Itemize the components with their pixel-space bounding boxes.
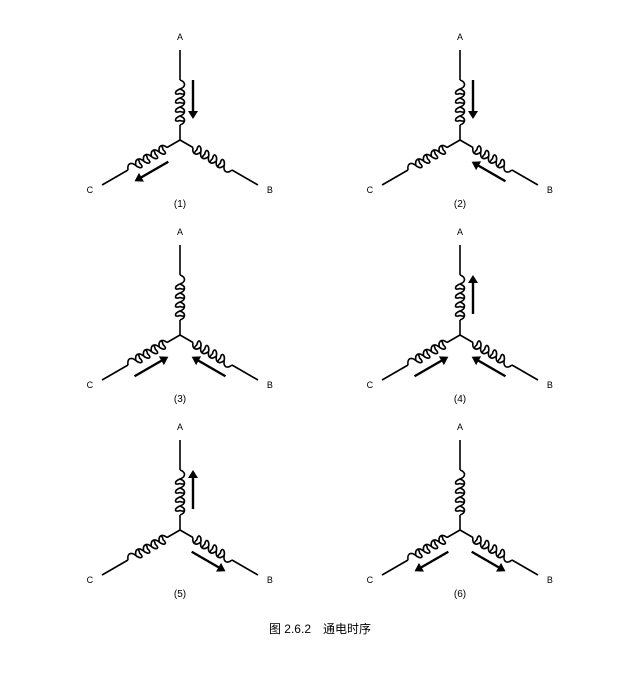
caption-prefix: 图 2.6.2: [269, 622, 311, 636]
terminal-label-a: A: [177, 422, 183, 432]
current-arrow-b-in: [192, 356, 226, 376]
current-arrow-a-out: [468, 275, 478, 314]
terminal-label-c: C: [367, 575, 374, 585]
panel-subcaption: (6): [325, 589, 595, 600]
wye-diagram: A B C: [325, 15, 595, 195]
terminal-label-b: B: [547, 185, 553, 195]
caption-title: 通电时序: [323, 622, 371, 636]
panel-5: A B C (5): [45, 405, 315, 600]
current-arrow-b-in: [472, 356, 506, 376]
current-arrow-b-in: [472, 161, 506, 181]
terminal-label-c: C: [87, 575, 94, 585]
terminal-label-a: A: [177, 227, 183, 237]
current-arrow-b-out: [192, 552, 226, 572]
terminal-label-b: B: [267, 575, 273, 585]
panel-subcaption: (3): [45, 394, 315, 405]
current-arrow-c-in: [135, 356, 169, 376]
panel-grid: A BC (1)A B C(2)AB C (3)A B C (4)A B C(5…: [40, 15, 600, 600]
panel-2: A B C (2): [325, 15, 595, 210]
wye-diagram: A B C: [45, 15, 315, 195]
terminal-label-b: B: [547, 575, 553, 585]
panel-6: A B C (6): [325, 405, 595, 600]
panel-subcaption: (4): [325, 394, 595, 405]
panel-3: A B C (3): [45, 210, 315, 405]
current-arrow-c-out: [415, 552, 449, 572]
current-arrow-a-out: [188, 470, 198, 509]
wye-diagram: A B C: [45, 210, 315, 390]
terminal-label-b: B: [547, 380, 553, 390]
panel-4: A B C (4): [325, 210, 595, 405]
wye-diagram: A B C: [325, 210, 595, 390]
figure-caption: 图 2.6.2 通电时序: [0, 620, 640, 637]
terminal-label-b: B: [267, 185, 273, 195]
panel-subcaption: (5): [45, 589, 315, 600]
wye-diagram: A B C: [325, 405, 595, 585]
current-arrow-b-out: [472, 552, 506, 572]
terminal-label-a: A: [177, 32, 183, 42]
terminal-label-a: A: [457, 422, 463, 432]
panel-1: A B C (1): [45, 15, 315, 210]
terminal-label-b: B: [267, 380, 273, 390]
terminal-label-c: C: [367, 380, 374, 390]
panel-subcaption: (2): [325, 199, 595, 210]
terminal-label-c: C: [87, 185, 94, 195]
current-arrow-c-in: [415, 356, 449, 376]
current-arrow-a-in: [468, 80, 478, 119]
panel-subcaption: (1): [45, 199, 315, 210]
wye-diagram: A B C: [45, 405, 315, 585]
terminal-label-c: C: [367, 185, 374, 195]
current-arrow-a-in: [188, 80, 198, 119]
figure-page: A BC (1)A B C(2)AB C (3)A B C (4)A B C(5…: [0, 0, 640, 675]
terminal-label-a: A: [457, 227, 463, 237]
terminal-label-a: A: [457, 32, 463, 42]
terminal-label-c: C: [87, 380, 94, 390]
current-arrow-c-out: [135, 162, 169, 182]
